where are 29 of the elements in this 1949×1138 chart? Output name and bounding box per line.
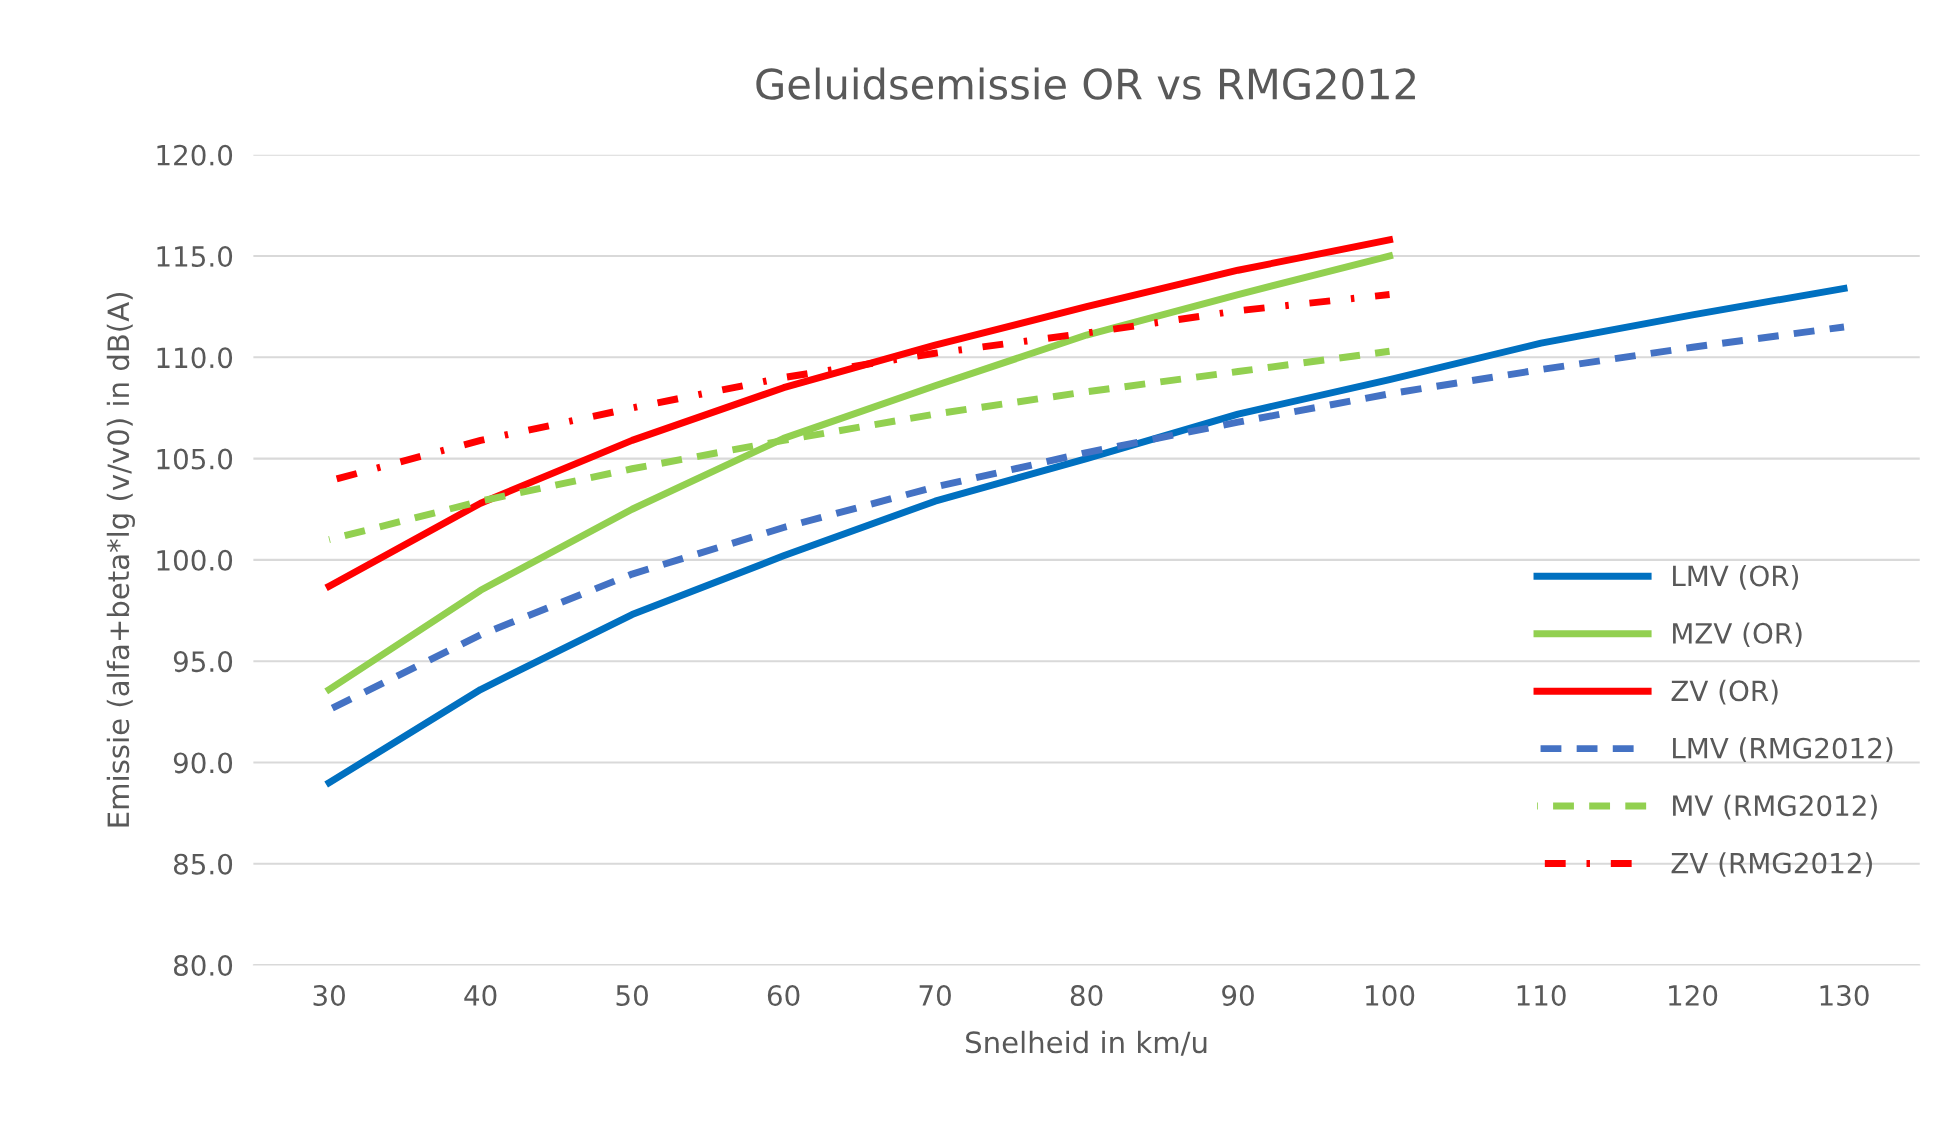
y-tick-label: 120.0 (157, 144, 233, 166)
y-tick-label: 95.0 (173, 651, 233, 673)
y-tick-label: 80.0 (173, 954, 233, 976)
x-axis-title: Snelheid in km/u (966, 1030, 1207, 1056)
x-tick-label: 130 (1820, 984, 1869, 1006)
y-tick-label: 115.0 (157, 245, 233, 267)
legend-label: LMV (OR) (1673, 564, 1799, 590)
chart-title: Geluidsemissie OR vs RMG2012 (756, 67, 1415, 100)
legend-label: MV (RMG2012) (1673, 794, 1877, 820)
y-tick-label: 105.0 (157, 448, 233, 470)
x-tick-label: 50 (616, 984, 648, 1006)
x-tick-label: 30 (313, 984, 345, 1006)
y-tick-label: 85.0 (173, 853, 233, 875)
y-tick-label: 100.0 (157, 549, 233, 571)
x-tick-label: 120 (1669, 984, 1718, 1006)
y-tick-label: 110.0 (157, 347, 233, 369)
legend-label: MZV (OR) (1673, 622, 1802, 648)
legend-label: LMV (RMG2012) (1673, 737, 1893, 762)
y-axis-title: Emissie (alfa+beta*lg (v/v0) in dB(A) (106, 292, 135, 827)
x-tick-label: 110 (1517, 984, 1566, 1006)
legend-label: ZV (RMG2012) (1671, 852, 1872, 877)
legend-label: ZV (OR) (1671, 679, 1778, 705)
x-tick-label: 40 (464, 984, 497, 1006)
x-tick-label: 100 (1366, 984, 1415, 1006)
x-tick-label: 60 (767, 984, 800, 1006)
x-tick-label: 80 (1070, 984, 1103, 1006)
y-tick-label: 90.0 (173, 752, 233, 774)
x-tick-label: 90 (1222, 984, 1254, 1006)
x-tick-label: 70 (919, 984, 951, 1006)
